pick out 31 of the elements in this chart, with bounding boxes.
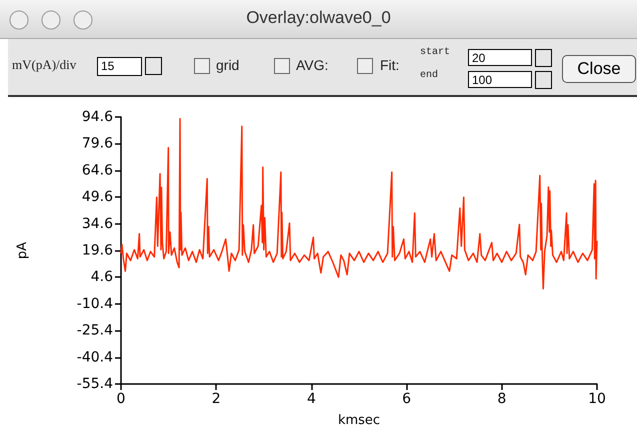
text: start <box>420 47 450 58</box>
line-series <box>120 118 598 290</box>
y-tick-label: -55.4 <box>76 376 114 392</box>
x-tick-label: 8 <box>497 391 506 407</box>
y-tick-label: 64.6 <box>82 162 114 178</box>
y-axis-title: pA <box>15 242 30 260</box>
y-tick-label: 79.6 <box>82 136 114 152</box>
x-axis-title: kmsec <box>338 413 380 428</box>
y-tick-label: 34.6 <box>82 216 114 232</box>
text: 15 <box>97 57 142 76</box>
y-tick-label: -40.4 <box>76 349 114 366</box>
y-tick-label: 4.6 <box>90 269 114 286</box>
text: Fit: <box>380 57 400 73</box>
y-tick-label: 94.6 <box>82 109 114 125</box>
x-tick-label: 10 <box>588 391 606 407</box>
x-tick-label: 4 <box>306 391 316 407</box>
y-tick-label: -10.4 <box>76 296 114 312</box>
text: mV(pA)/div <box>12 57 76 73</box>
text: 20 <box>468 49 532 66</box>
text: Close <box>562 55 636 83</box>
x-tick-label: 0 <box>116 391 126 407</box>
y-tick-label: 49.6 <box>82 189 114 206</box>
text: 100 <box>468 71 532 88</box>
text: end <box>420 70 438 81</box>
y-tick-label: -25.4 <box>76 322 114 339</box>
x-tick-label: 6 <box>402 391 412 407</box>
x-tick-label: 2 <box>212 391 221 407</box>
text: grid <box>216 57 240 73</box>
text: AVG: <box>296 57 328 73</box>
chart-title: Overlay:olwave0_0 <box>245 8 392 28</box>
y-tick-label: 19.6 <box>82 242 114 258</box>
